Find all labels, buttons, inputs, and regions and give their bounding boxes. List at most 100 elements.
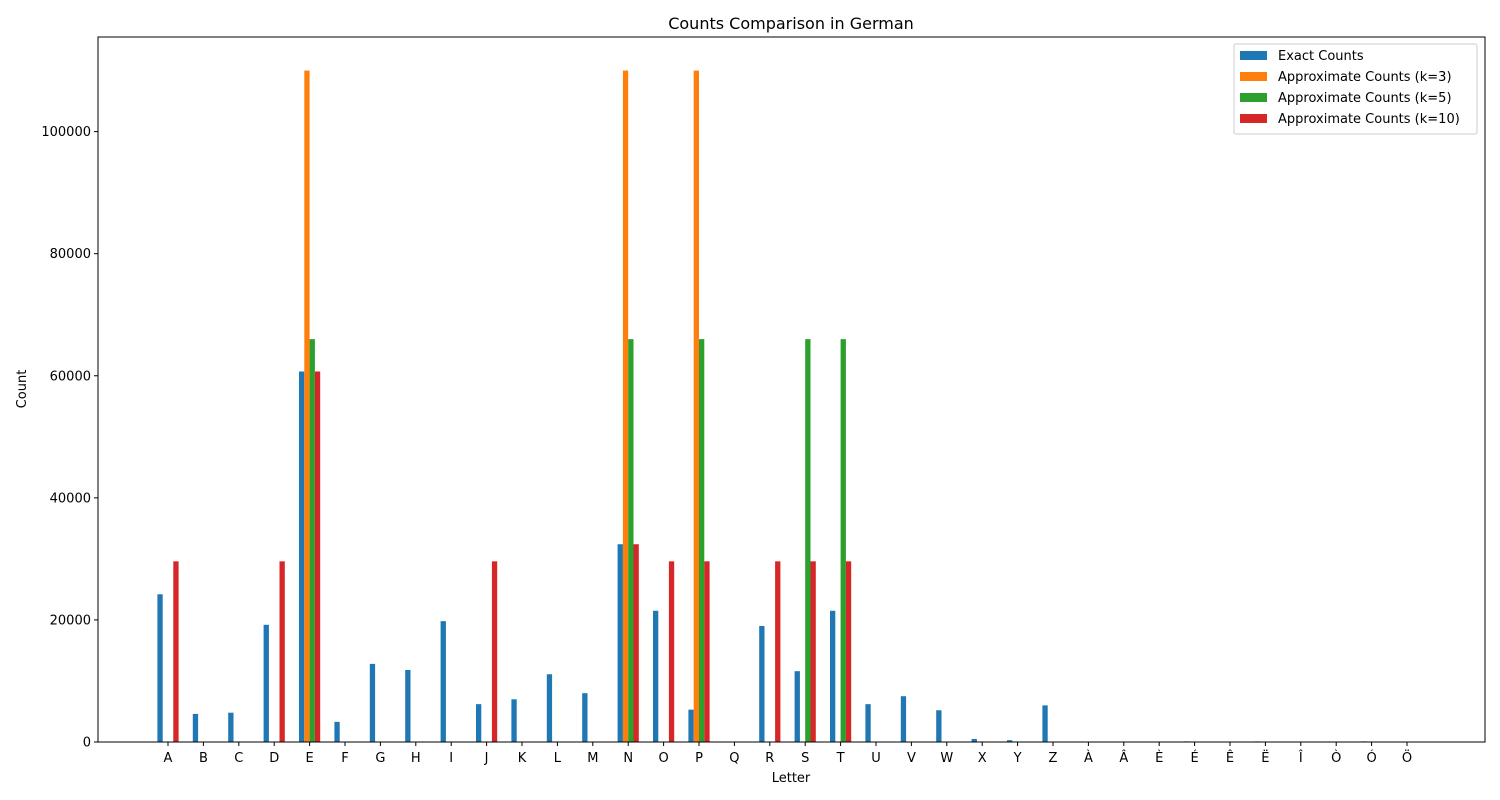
bar-S-series-0 (794, 671, 800, 742)
bars-group (157, 70, 1367, 742)
legend-label-3: Approximate Counts (k=10) (1278, 112, 1460, 127)
x-tick-label-Ö: Ö (1402, 749, 1412, 766)
bar-L-series-0 (546, 674, 553, 742)
legend-swatch-1 (1240, 72, 1267, 81)
x-tick-label-R: R (765, 751, 774, 766)
bar-W-series-0 (936, 710, 942, 742)
bar-R-series-3 (775, 561, 781, 742)
x-tick-label-T: T (836, 751, 845, 766)
x-tick-label-H: H (411, 751, 421, 766)
bar-X-series-0 (971, 738, 977, 742)
x-tick-label-V: V (907, 751, 916, 766)
legend-swatch-3 (1240, 114, 1267, 123)
bar-J-series-0 (476, 704, 482, 742)
x-tick-label-J: J (484, 751, 489, 766)
bar-F-series-0 (334, 721, 340, 742)
y-tick-label: 80000 (50, 247, 91, 262)
x-tick-label-O: O (658, 751, 668, 766)
bar-K-series-0 (511, 699, 517, 742)
bar-D-series-0 (263, 624, 269, 742)
x-tick-label-L: L (554, 751, 562, 766)
bar-O-series-3 (668, 561, 675, 742)
y-tick-label: 20000 (50, 613, 91, 628)
x-tick-label-É: É (1190, 750, 1198, 766)
bar-T-series-3 (845, 561, 852, 742)
x-tick-label-À: À (1084, 750, 1093, 766)
bar-S-series-3 (810, 561, 816, 742)
x-tick-label-Â: Â (1119, 750, 1128, 766)
x-tick-label-Ó: Ó (1366, 750, 1376, 766)
bar-N-series-2 (628, 339, 634, 742)
x-tick-label-Ê: Ê (1226, 750, 1234, 766)
x-tick-label-Y: Y (1013, 751, 1022, 766)
bar-P-series-3 (704, 561, 710, 742)
bar-R-series-0 (759, 626, 765, 742)
bar-P-series-2 (699, 339, 705, 742)
x-tick-label-Z: Z (1049, 751, 1058, 766)
x-tick-label-G: G (375, 751, 385, 766)
bar-A-series-0 (157, 594, 163, 742)
bar-J-series-3 (491, 561, 498, 742)
x-tick-label-P: P (695, 751, 703, 766)
x-tick-label-N: N (623, 751, 633, 766)
bar-I-series-0 (440, 621, 446, 742)
bar-N-series-0 (617, 544, 623, 742)
x-tick-label-S: S (801, 751, 809, 766)
legend-swatch-2 (1240, 93, 1267, 102)
bar-E-series-1 (304, 70, 310, 742)
chart-title: Counts Comparison in German (668, 14, 914, 33)
legend: Exact Counts Approximate Counts (k=3) Appr… (1233, 43, 1478, 135)
x-tick-label-D: D (269, 751, 279, 766)
x-tick-label-C: C (234, 751, 243, 766)
legend-label-1: Approximate Counts (k=3) (1278, 70, 1452, 85)
legend-box (1233, 43, 1478, 135)
y-axis-title: Count (15, 370, 30, 409)
bar-N-series-1 (622, 70, 629, 742)
x-tick-label-I: I (449, 751, 453, 766)
x-tick-label-Ë: Ë (1261, 750, 1269, 766)
bar-C-series-0 (228, 712, 234, 742)
bar-B-series-0 (192, 713, 199, 742)
y-tick-label: 100000 (41, 125, 91, 140)
x-axis-title: Letter (772, 771, 811, 786)
x-tick-label-E: E (305, 751, 313, 766)
bar-Z-series-0 (1042, 705, 1048, 742)
y-tick-label: 40000 (50, 491, 91, 506)
x-tick-label-M: M (587, 751, 598, 766)
bar-E-series-2 (309, 339, 315, 742)
bar-G-series-0 (369, 663, 376, 742)
x-tick-label-X: X (978, 751, 987, 766)
legend-swatch-0 (1240, 51, 1267, 60)
legend-label-0: Exact Counts (1278, 49, 1364, 64)
x-tick-label-Î: Î (1298, 750, 1303, 766)
bar-U-series-0 (865, 704, 871, 742)
bar-E-series-0 (299, 371, 305, 742)
bar-P-series-0 (688, 709, 694, 742)
x-tick-label-W: W (940, 751, 953, 766)
bar-V-series-0 (900, 696, 907, 742)
bar-H-series-0 (405, 669, 411, 742)
y-tick-label: 60000 (50, 369, 91, 384)
y-tick-label: 0 (83, 736, 91, 751)
legend-label-2: Approximate Counts (k=5) (1278, 91, 1452, 106)
bar-N-series-3 (633, 544, 639, 742)
bar-M-series-0 (582, 693, 588, 742)
bar-E-series-3 (314, 371, 321, 742)
x-tick-label-B: B (199, 751, 208, 766)
x-tick-label-A: A (164, 751, 173, 766)
x-tick-label-K: K (518, 751, 527, 766)
x-tick-label-È: È (1155, 750, 1163, 766)
plot-frame (97, 36, 1486, 743)
y-axis: 0 20000 40000 60000 80000 100000 (41, 125, 98, 751)
bar-O-series-0 (653, 610, 659, 742)
bar-T-series-2 (840, 339, 846, 742)
bar-D-series-3 (279, 561, 285, 742)
x-tick-label-Q: Q (729, 751, 739, 766)
x-tick-label-Ò: Ò (1331, 750, 1341, 766)
x-tick-label-U: U (871, 751, 881, 766)
bar-S-series-2 (805, 339, 811, 742)
bar-Y-series-0 (1007, 740, 1013, 742)
bar-T-series-0 (830, 610, 836, 742)
